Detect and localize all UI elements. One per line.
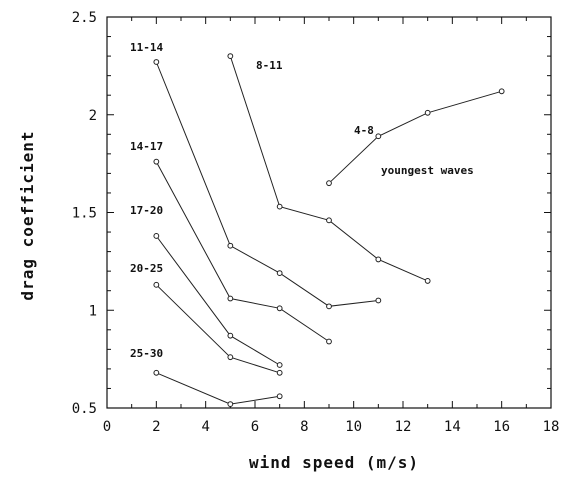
x-axis-title: wind speed (m/s) (249, 453, 419, 472)
y-tick-label: 2.5 (72, 10, 97, 26)
series-label-17-20: 17-20 (130, 204, 163, 217)
data-point (276, 203, 283, 210)
y-tick-label: 1 (89, 303, 97, 319)
x-tick-label: 8 (300, 419, 308, 435)
data-point (326, 217, 332, 224)
labels-layer: 11-14 8-11 4-8 14-17 17-20 20-25 25-30 y… (130, 41, 474, 360)
series-label-20-25: 20-25 (130, 262, 163, 275)
series-line-20-25 (155, 284, 280, 374)
series-line-14-17 (155, 161, 330, 342)
x-tick-label: 0 (103, 419, 111, 435)
x-tick-label: 16 (493, 419, 510, 435)
data-point (276, 369, 283, 376)
x-tick-label: 10 (345, 419, 362, 435)
x-tick-label: 14 (444, 419, 461, 435)
data-point (276, 393, 283, 400)
ticks-layer: 0 2 4 6 8 10 12 14 16 18 0.5 1 1.5 2 2.5 (72, 10, 560, 435)
data-point (227, 242, 234, 249)
data-point (424, 278, 431, 284)
data-point (153, 233, 160, 239)
y-axis-title: drag coefficient (18, 130, 37, 300)
data-point (424, 109, 431, 116)
data-point (375, 133, 382, 140)
data-point (375, 297, 382, 304)
x-tick-label: 4 (201, 419, 209, 435)
data-point (153, 158, 160, 165)
data-point (153, 281, 160, 288)
plot-frame (106, 16, 552, 409)
data-point (227, 295, 234, 302)
data-point (227, 53, 234, 59)
data-point (153, 59, 160, 65)
data-point (375, 256, 382, 263)
series-line-25-30 (156, 372, 280, 405)
y-tick-label: 1.5 (72, 206, 97, 222)
y-tick-label: 2 (89, 108, 97, 124)
series-label-11-14: 11-14 (130, 41, 163, 54)
series-label-25-30: 25-30 (130, 347, 163, 360)
data-point (153, 369, 160, 376)
series-line-11-14 (155, 61, 379, 307)
x-tick-label: 18 (543, 419, 560, 435)
data-point (498, 88, 505, 95)
x-tick-label: 6 (251, 419, 259, 435)
y-tick-label: 0.5 (72, 401, 97, 417)
data-point (326, 180, 332, 187)
data-point (326, 338, 332, 345)
series-line-4-8 (328, 90, 502, 184)
data-point (227, 401, 234, 407)
series-label-14-17: 14-17 (130, 140, 163, 153)
data-point (227, 354, 234, 361)
data-point (276, 362, 283, 368)
data-point (326, 303, 332, 310)
data-point (227, 332, 234, 339)
series-label-4-8: 4-8 (354, 124, 374, 137)
data-point (276, 270, 283, 277)
data-point (276, 305, 283, 312)
x-tick-label: 12 (395, 419, 412, 435)
annotation-youngest-waves: youngest waves (381, 164, 474, 177)
series-label-8-11: 8-11 (256, 59, 283, 72)
x-tick-label: 2 (152, 419, 160, 435)
series-layer (153, 53, 505, 407)
